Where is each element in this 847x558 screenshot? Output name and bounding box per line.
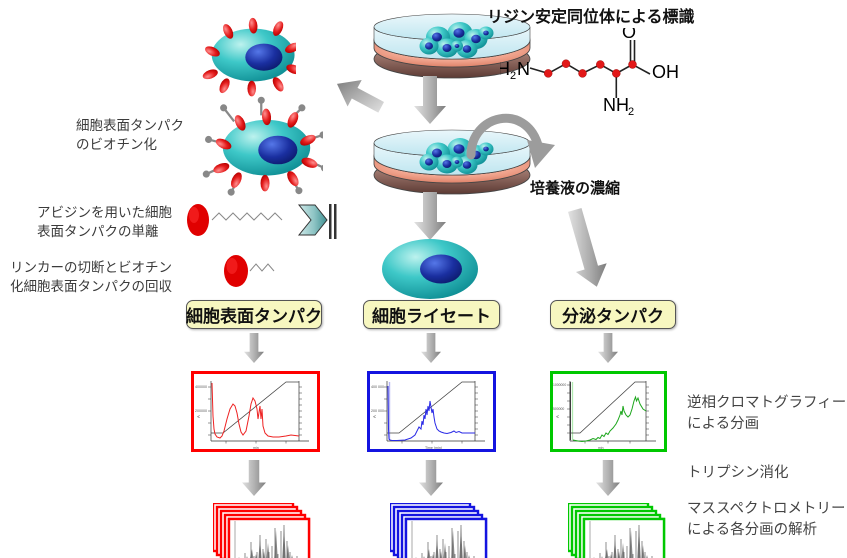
svg-text:1000000: 1000000 [553,383,566,387]
svg-text:N: N [517,59,530,79]
svg-text:min: min [253,446,259,450]
svg-text:200 000: 200 000 [371,409,384,413]
svg-text:200000: 200000 [195,409,207,413]
svg-text:OH: OH [652,62,679,82]
svg-text:500000: 500000 [553,407,564,411]
svg-text:H: H [500,59,510,79]
svg-text:A: A [372,415,377,418]
svg-text:Time (min): Time (min) [425,446,442,450]
svg-text:NH: NH [603,95,629,115]
svg-text:400 000: 400 000 [371,385,384,389]
svg-text:A: A [196,415,201,418]
svg-text:min: min [598,446,604,450]
svg-text:O: O [622,28,636,42]
svg-text:2: 2 [510,70,516,82]
svg-text:A: A [555,415,560,418]
svg-text:2: 2 [628,106,634,118]
svg-text:400000: 400000 [195,385,207,389]
